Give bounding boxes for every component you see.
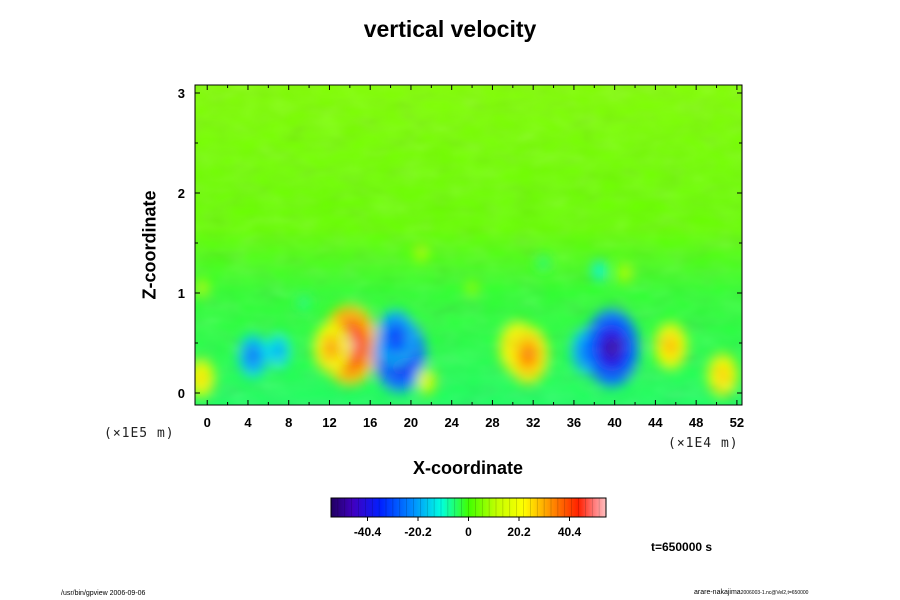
x-tick-label: 32 [526, 415, 540, 430]
y-tick-label: 3 [178, 86, 185, 101]
colorbar-gradient [331, 498, 606, 517]
y-tick-label: 1 [178, 286, 185, 301]
footer-command: /usr/bin/gpview 2006-09-06 [61, 590, 146, 597]
x-tick-label: 28 [485, 415, 499, 430]
footer-author: arare-nakajima [694, 589, 741, 596]
footer-file: 2006003-1.nc@Vel2,t=650000 [740, 590, 809, 596]
y-unit-label: (×1E5 m) [104, 426, 175, 441]
x-tick-label: 4 [244, 415, 252, 430]
x-tick-label: 44 [648, 415, 663, 430]
x-tick-label: 48 [689, 415, 703, 430]
y-tick-label: 0 [178, 386, 185, 401]
x-unit-label: (×1E4 m) [668, 436, 739, 451]
x-tick-label: 24 [444, 415, 459, 430]
footer-source: arare-nakajima2006003-1.nc@Vel2,t=650000 [694, 589, 808, 596]
plot-frame [194, 84, 743, 406]
x-axis-label: X-coordinate [412, 458, 523, 478]
colorbar-tick-label: 40.4 [558, 525, 582, 539]
x-tick-label: 12 [322, 415, 336, 430]
chart-title: vertical velocity [363, 16, 537, 42]
x-tick-label: 8 [285, 415, 292, 430]
x-tick-label: 40 [607, 415, 621, 430]
colorbar-tick-label: -40.4 [354, 525, 382, 539]
colorbar-tick-label: -20.2 [404, 525, 432, 539]
x-tick-label: 36 [567, 415, 581, 430]
colorbar-tick-label: 20.2 [507, 525, 531, 539]
colorbar-tick-label: 0 [465, 525, 472, 539]
x-tick-label: 52 [730, 415, 744, 430]
x-tick-label: 16 [363, 415, 377, 430]
x-tick-label: 0 [204, 415, 211, 430]
y-tick-label: 2 [178, 186, 185, 201]
field-texture [195, 85, 742, 405]
x-tick-label: 20 [404, 415, 418, 430]
time-label: t=650000 s [651, 540, 713, 554]
